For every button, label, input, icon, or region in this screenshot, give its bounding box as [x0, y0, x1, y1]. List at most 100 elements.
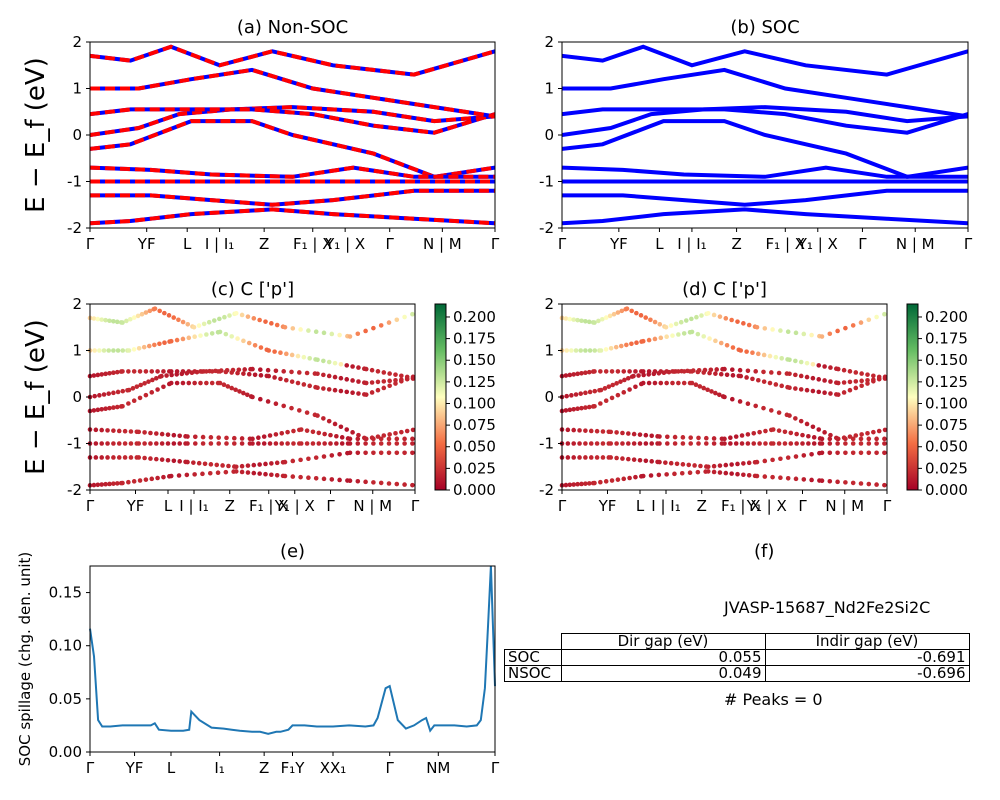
projected-band-point	[399, 373, 404, 379]
projected-band-point	[198, 333, 203, 338]
projected-band-point	[217, 329, 223, 335]
projected-band-point	[103, 406, 108, 412]
projected-band-point	[142, 430, 147, 435]
projected-band-point	[222, 314, 227, 320]
projected-band-point	[149, 369, 155, 374]
projected-band-point	[728, 441, 733, 446]
projected-band-point	[583, 441, 588, 446]
projected-band-point	[139, 311, 145, 317]
projected-band-point	[822, 364, 827, 369]
projected-band-point	[750, 376, 755, 382]
x-tick-label: Γ	[86, 497, 95, 515]
projected-band-point	[192, 369, 197, 374]
projected-band-point	[111, 428, 116, 433]
projected-band-point	[827, 441, 833, 446]
projected-band-point	[128, 441, 134, 446]
projected-band-point	[882, 427, 888, 433]
projected-band-point	[196, 460, 202, 466]
projected-band-point	[809, 332, 814, 338]
projected-band-point	[321, 416, 326, 421]
projected-band-point	[143, 392, 149, 398]
projected-band-point	[378, 323, 384, 328]
projected-band-point	[177, 459, 182, 464]
projected-band-point	[788, 441, 794, 446]
projected-band-point	[217, 369, 223, 374]
projected-band-point	[565, 427, 571, 433]
projected-band-point	[575, 317, 580, 323]
projected-band-point	[822, 390, 827, 396]
projected-band-point	[242, 367, 247, 372]
projected-band-point	[571, 427, 576, 433]
x-tick-label: Γ	[326, 497, 335, 515]
projected-band-point	[822, 378, 827, 383]
projected-band-point	[154, 431, 159, 436]
gap-table: Dir gap (eV) Indir gap (eV) SOC 0.055 -0…	[504, 633, 970, 682]
projected-band-point	[801, 453, 807, 458]
projected-band-point	[577, 455, 582, 460]
colorbar-tick-label: 0.125	[453, 373, 496, 391]
projected-band-point	[665, 441, 670, 446]
projected-band-point	[381, 385, 387, 391]
projected-band-point	[756, 377, 761, 383]
projected-band-point	[289, 369, 294, 375]
projected-band-point	[583, 455, 588, 460]
projected-band-point	[859, 432, 864, 437]
projected-band-point	[579, 481, 584, 487]
y-tick-label: -1	[539, 435, 554, 453]
projected-band-point	[615, 369, 621, 374]
projected-band-point	[233, 464, 239, 470]
projected-band-point	[751, 441, 757, 446]
colorbar	[434, 303, 447, 491]
projected-band-point	[196, 323, 202, 328]
projected-band-point	[627, 369, 632, 374]
projected-band-point	[835, 366, 841, 372]
projected-band-point	[621, 390, 627, 395]
projected-band-point	[638, 313, 644, 318]
projected-band-point	[672, 471, 677, 477]
gap-table-row-label: SOC	[504, 649, 562, 666]
projected-band-point	[93, 441, 99, 446]
y-tick-label: 0	[72, 126, 82, 144]
chart-title: (c) C ['p']	[211, 279, 294, 300]
projected-band-point	[246, 340, 252, 346]
projected-band-point	[603, 369, 609, 374]
projected-band-point	[387, 371, 392, 376]
projected-band-point	[321, 476, 327, 482]
projected-band-point	[135, 313, 141, 319]
projected-band-point	[193, 441, 198, 446]
projected-band-point	[621, 369, 627, 374]
projected-band-point	[105, 441, 110, 446]
projected-band-point	[363, 392, 369, 397]
projected-band-point	[209, 380, 215, 386]
projected-band-point	[614, 430, 619, 435]
projected-band-point	[723, 316, 729, 321]
soc-band-line	[562, 67, 968, 119]
projected-band-point	[754, 459, 760, 465]
projected-band-point	[321, 386, 326, 391]
gap-table-cell-indir: -0.696	[764, 665, 970, 682]
projected-band-point	[876, 374, 882, 380]
projected-band-point	[99, 482, 104, 487]
projected-band-point	[636, 373, 641, 378]
projected-band-point	[103, 371, 108, 377]
projected-band-point	[177, 441, 182, 446]
projected-band-point	[161, 474, 166, 480]
projected-band-point	[613, 344, 619, 350]
projected-band-point	[649, 459, 654, 464]
projected-band-point	[120, 404, 125, 409]
projected-band-point	[776, 370, 782, 376]
projected-band-point	[95, 372, 101, 378]
projected-band-point	[166, 313, 172, 318]
projected-band-point	[105, 428, 110, 433]
projected-band-point	[284, 351, 289, 357]
x-tick-label: N | M	[896, 235, 935, 253]
projected-band-point	[257, 471, 262, 476]
projected-band-point	[315, 371, 320, 377]
projected-band-point	[637, 457, 643, 463]
x-tick-label: YF	[609, 235, 628, 253]
projected-band-point	[328, 432, 333, 438]
projected-band-point	[600, 455, 606, 460]
projected-band-point	[99, 406, 104, 412]
projected-band-point	[338, 424, 344, 430]
projected-band-point	[347, 436, 353, 442]
